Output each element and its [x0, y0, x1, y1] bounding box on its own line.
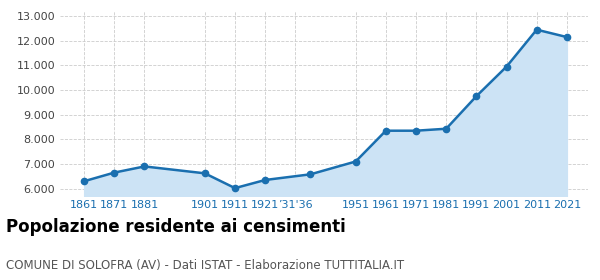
Text: Popolazione residente ai censimenti: Popolazione residente ai censimenti — [6, 218, 346, 236]
Text: COMUNE DI SOLOFRA (AV) - Dati ISTAT - Elaborazione TUTTITALIA.IT: COMUNE DI SOLOFRA (AV) - Dati ISTAT - El… — [6, 259, 404, 272]
